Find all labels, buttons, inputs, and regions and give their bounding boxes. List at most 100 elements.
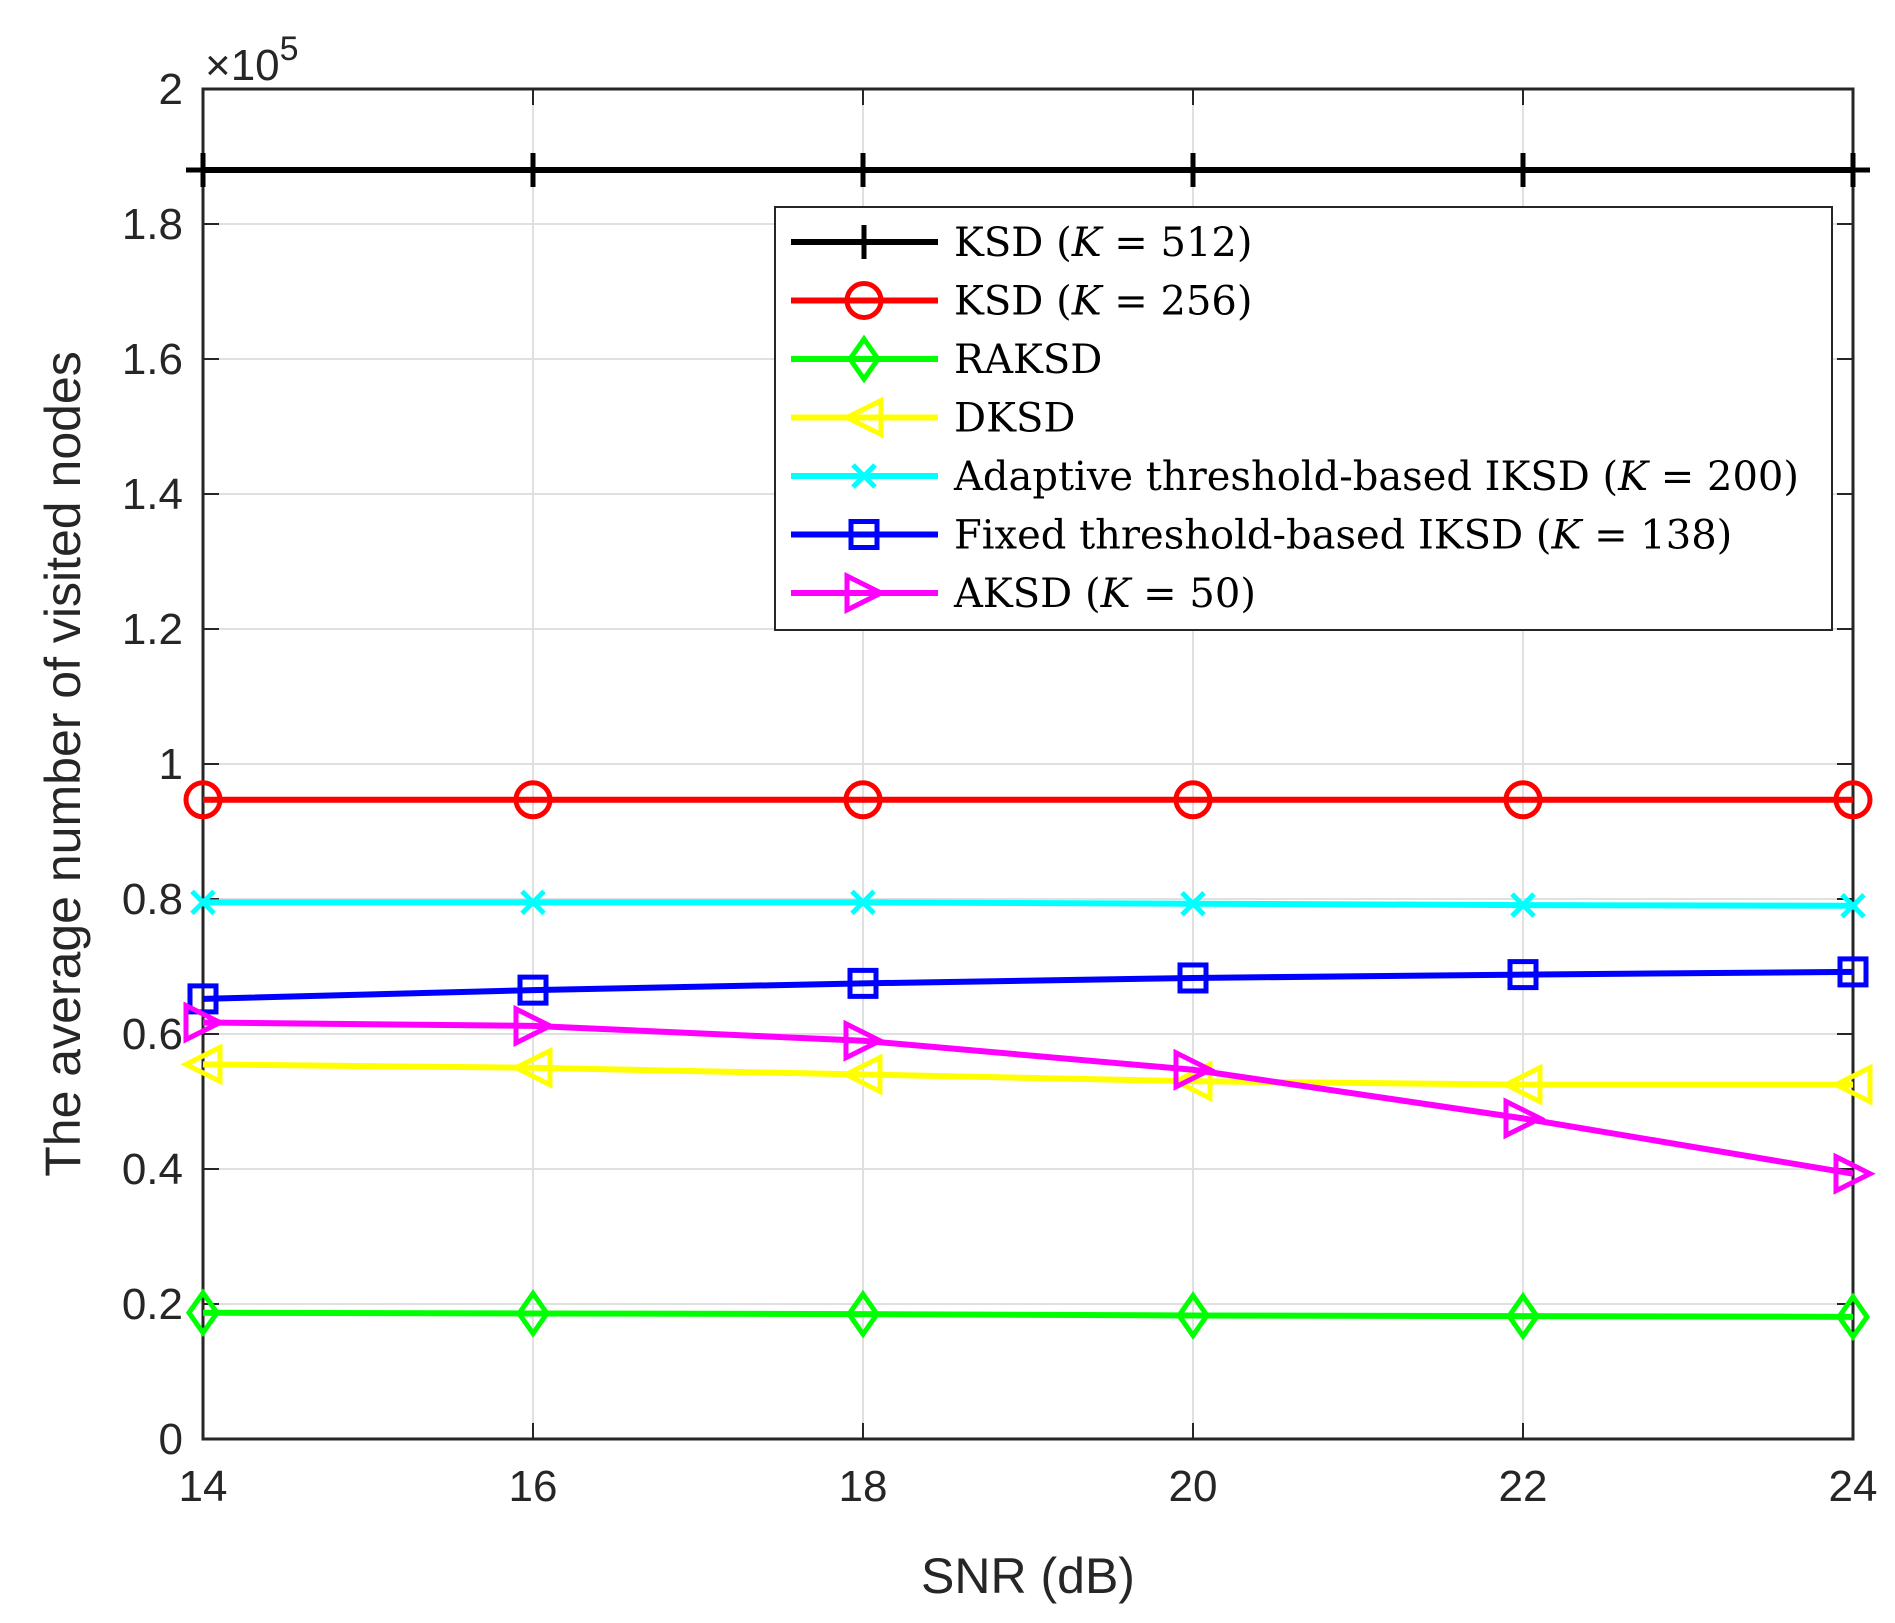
legend-series-name: KSD: [954, 279, 1043, 325]
legend-param-value: = 50): [1130, 571, 1255, 617]
y-tick-label: 1: [159, 740, 183, 789]
data-point: [510, 1046, 553, 1089]
data-point: [1173, 1048, 1216, 1091]
legend-param-value: = 256): [1102, 279, 1253, 325]
tick-labels: 14 16 18 20 22 24 0 0.2 0.4 0.6 0.8 1 1.2 1.4 1.6 1.8 2: [122, 65, 1878, 1511]
legend-label: AKSD (K = 50): [953, 571, 1256, 617]
legend-label: DKSD: [954, 396, 1075, 442]
y-tick-label: 0.6: [122, 1010, 183, 1059]
series-4: [190, 889, 1866, 919]
legend-marker: [844, 281, 884, 320]
legend-label: RAKSD: [954, 337, 1102, 383]
data-point: [513, 780, 553, 820]
data-point: [840, 1053, 883, 1096]
legend: KSD (K = 512)KSD (K = 256)RAKSDDKSDAdapt…: [774, 206, 1833, 631]
data-point: [1837, 956, 1869, 988]
legend-marker: [848, 519, 880, 550]
legend-entry: DKSD: [791, 396, 1075, 442]
legend-label: Fixed threshold-based IKSD (K = 138): [954, 513, 1732, 559]
legend-param-var: K: [1071, 220, 1104, 266]
data-point: [1173, 780, 1213, 820]
legend-param-var: K: [1100, 571, 1133, 617]
series-line: [202, 1019, 1854, 1177]
data-point: [516, 153, 550, 187]
data-point: [1510, 892, 1536, 918]
data-point: [1500, 1063, 1543, 1106]
data-point: [520, 889, 546, 916]
legend-marker: [844, 571, 887, 615]
data-point: [1177, 962, 1209, 994]
x-axis-label: SNR (dB): [921, 1548, 1135, 1604]
series-line: [203, 899, 1854, 909]
series-line: [202, 968, 1854, 1002]
data-point: [1833, 1152, 1876, 1195]
data-point: [183, 780, 223, 820]
data-point: [185, 1288, 221, 1338]
plot-frame: [201, 87, 1855, 1441]
y-tick-label: 1.6: [122, 335, 183, 384]
exponent-power: 5: [280, 30, 299, 68]
legend-marker: [847, 225, 881, 259]
series-6: [183, 1001, 1876, 1195]
data-point: [1503, 780, 1543, 820]
legend-entry: KSD (K = 256): [791, 279, 1252, 325]
x-tick-label: 16: [509, 1462, 558, 1511]
series-1: [183, 780, 1873, 820]
data-point: [517, 974, 549, 1006]
legend-param-value: = 138): [1581, 513, 1732, 559]
data-point: [1833, 780, 1873, 820]
series-2: [185, 1288, 1871, 1342]
data-point: [515, 1289, 551, 1338]
legend-marker: [851, 463, 877, 489]
exponent-label: ×105: [205, 30, 299, 90]
legend-label: KSD (K = 256): [954, 279, 1252, 325]
y-tick-label: 0.2: [122, 1280, 183, 1329]
legend-entry: KSD (K = 512): [791, 220, 1252, 266]
data-point: [1830, 1063, 1873, 1106]
data-point: [850, 889, 876, 916]
x-tick-label: 20: [1169, 1462, 1218, 1511]
exponent-base: ×10: [205, 41, 280, 90]
legend-entry: Fixed threshold-based IKSD (K = 138): [791, 513, 1732, 559]
data-point: [843, 1019, 886, 1062]
data-point: [845, 1289, 881, 1339]
legend-series-name: KSD: [954, 220, 1043, 266]
series-3: [180, 1043, 1873, 1106]
data-point: [1836, 153, 1870, 187]
data-point: [847, 967, 879, 999]
legend-paren-open: (: [1072, 571, 1100, 617]
y-tick-label: 0.4: [122, 1145, 183, 1194]
legend-paren-open: (: [1043, 220, 1071, 266]
data-point: [513, 1004, 556, 1047]
x-tick-label: 22: [1499, 1462, 1548, 1511]
legend-series-name: DKSD: [954, 396, 1075, 442]
legend-entry: RAKSD: [791, 334, 1102, 384]
y-axis-label: The average number of visited nodes: [35, 351, 91, 1177]
y-tick-label: 0.8: [122, 875, 183, 924]
data-point: [183, 1001, 226, 1044]
data-point: [180, 1043, 223, 1086]
data-point: [1840, 892, 1866, 919]
legend-paren-open: (: [1590, 454, 1618, 500]
data-point: [1503, 1097, 1546, 1140]
legend-entry: AKSD (K = 50): [791, 571, 1256, 617]
y-tick-label: 0: [159, 1415, 183, 1464]
data-point: [1175, 1291, 1211, 1340]
legend-paren-open: (: [1523, 513, 1551, 559]
data-point: [846, 153, 880, 187]
legend-series-name: AKSD: [953, 571, 1072, 617]
data-point: [190, 889, 216, 916]
legend-box: [774, 206, 1833, 631]
y-tick-label: 1.8: [122, 200, 183, 249]
legend-marker: [846, 334, 882, 384]
legend-label: KSD (K = 512): [954, 220, 1252, 266]
data-point: [1176, 153, 1210, 187]
axes: [201, 87, 1855, 1441]
legend-marker: [841, 396, 884, 439]
legend-series-name: RAKSD: [954, 337, 1102, 383]
legend-param-var: K: [1617, 454, 1650, 500]
legend-entry: Adaptive threshold-based IKSD (K = 200): [791, 454, 1799, 500]
y-tick-label: 1.4: [122, 470, 183, 519]
x-tick-label: 14: [179, 1462, 228, 1511]
